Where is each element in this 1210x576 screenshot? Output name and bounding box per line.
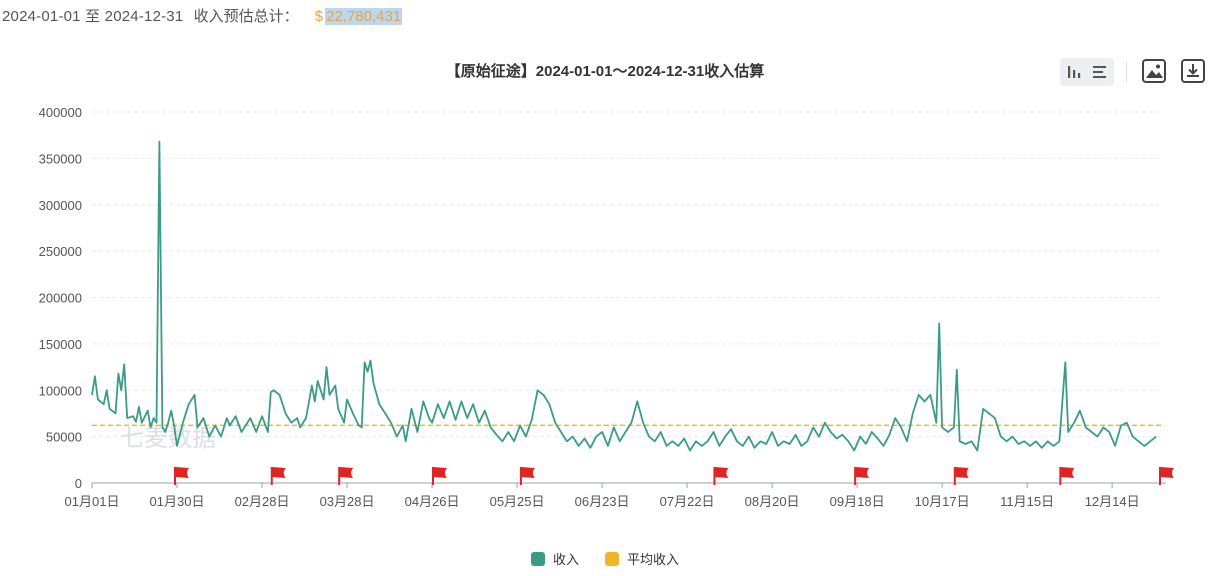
flag-cloth: [714, 467, 729, 478]
series-layer: [91, 140, 1162, 452]
flag-cloth: [339, 467, 354, 478]
flag-marker-icon: [270, 467, 286, 485]
flag-marker-icon: [338, 467, 354, 485]
y-axis: 0 50000 100000 150000 200000 250000 300000 3500…: [39, 105, 82, 491]
event-markers: [174, 467, 1174, 485]
x-tick-label: 01月01日: [65, 494, 120, 509]
income-swatch: [530, 551, 545, 566]
average-swatch: [605, 551, 619, 566]
x-axis: 01月01日 01月30日 02月28日 03月28日 04月26日 05月25日 06月2…: [65, 482, 1166, 509]
watermark: 七麦数据: [120, 425, 216, 452]
legend-label-income: 收入: [552, 552, 579, 567]
flag-marker-icon: [1159, 467, 1174, 485]
x-tick-label: 12月14日: [1085, 494, 1140, 509]
y-tick-label: 200000: [39, 291, 82, 306]
flag-marker-icon: [854, 467, 870, 485]
toolbar-divider: [1126, 62, 1127, 82]
flag-cloth: [1060, 467, 1075, 478]
x-tick-label: 02月28日: [235, 494, 290, 509]
y-tick-label: 100000: [39, 383, 82, 398]
income-series-line: [91, 140, 1157, 452]
flag-cloth: [432, 467, 447, 478]
y-tick-label: 150000: [39, 337, 82, 352]
chart-title: 【原始征途】2024-01-01～2024-12-31收入估算: [445, 63, 765, 80]
legend-item-income[interactable]: 收入: [530, 549, 579, 568]
list-icon[interactable]: [1087, 59, 1113, 85]
y-tick-label: 350000: [39, 151, 82, 166]
flag-cloth: [1160, 467, 1174, 478]
x-tick-label: 05月25日: [490, 494, 545, 509]
flag-cloth: [175, 467, 190, 478]
y-tick-label: 400000: [39, 105, 82, 120]
x-tick-label: 06月23日: [575, 494, 630, 509]
legend-label-average: 平均收入: [627, 552, 680, 567]
y-tick-label: 0: [75, 476, 82, 491]
download-icon[interactable]: [1180, 58, 1206, 84]
flag-cloth: [271, 467, 286, 478]
x-tick-label: 09月18日: [830, 494, 885, 509]
summary-label: 收入预估总计：: [193, 8, 299, 25]
flag-cloth: [520, 467, 535, 478]
flag-marker-icon: [1059, 467, 1075, 485]
x-tick-label: 07月22日: [660, 494, 715, 509]
flag-cloth: [855, 467, 870, 478]
x-tick-label: 03月28日: [320, 494, 375, 509]
date-range: 2024-01-01 至 2024-12-31: [2, 8, 184, 25]
y-tick-label: 300000: [39, 198, 82, 213]
x-tick-label: 10月17日: [915, 494, 970, 509]
flag-cloth: [954, 467, 969, 478]
flag-marker-icon: [519, 467, 535, 485]
currency-symbol: $: [314, 8, 324, 25]
image-icon[interactable]: [1141, 58, 1167, 84]
y-tick-label: 250000: [39, 244, 82, 259]
legend: 收入 平均收入: [0, 549, 1210, 568]
flag-marker-icon: [713, 467, 729, 485]
flag-marker-icon: [953, 467, 969, 485]
x-tick-label: 11月15日: [1000, 494, 1054, 509]
flag-marker-icon: [431, 467, 447, 485]
x-tick-label: 08月20日: [745, 494, 800, 509]
revenue-summary: 2024-01-01 至 2024-12-31 收入预估总计： $22,780,…: [2, 6, 403, 28]
x-tick-label: 04月26日: [405, 494, 460, 509]
bar-chart-icon[interactable]: [1062, 59, 1088, 85]
legend-item-average[interactable]: 平均收入: [605, 549, 679, 568]
grid-lines: [92, 111, 1162, 438]
revenue-total: 22,780,431: [325, 8, 403, 25]
flag-marker-icon: [174, 467, 190, 485]
x-tick-label: 01月30日: [150, 494, 205, 509]
y-tick-label: 50000: [46, 430, 82, 445]
